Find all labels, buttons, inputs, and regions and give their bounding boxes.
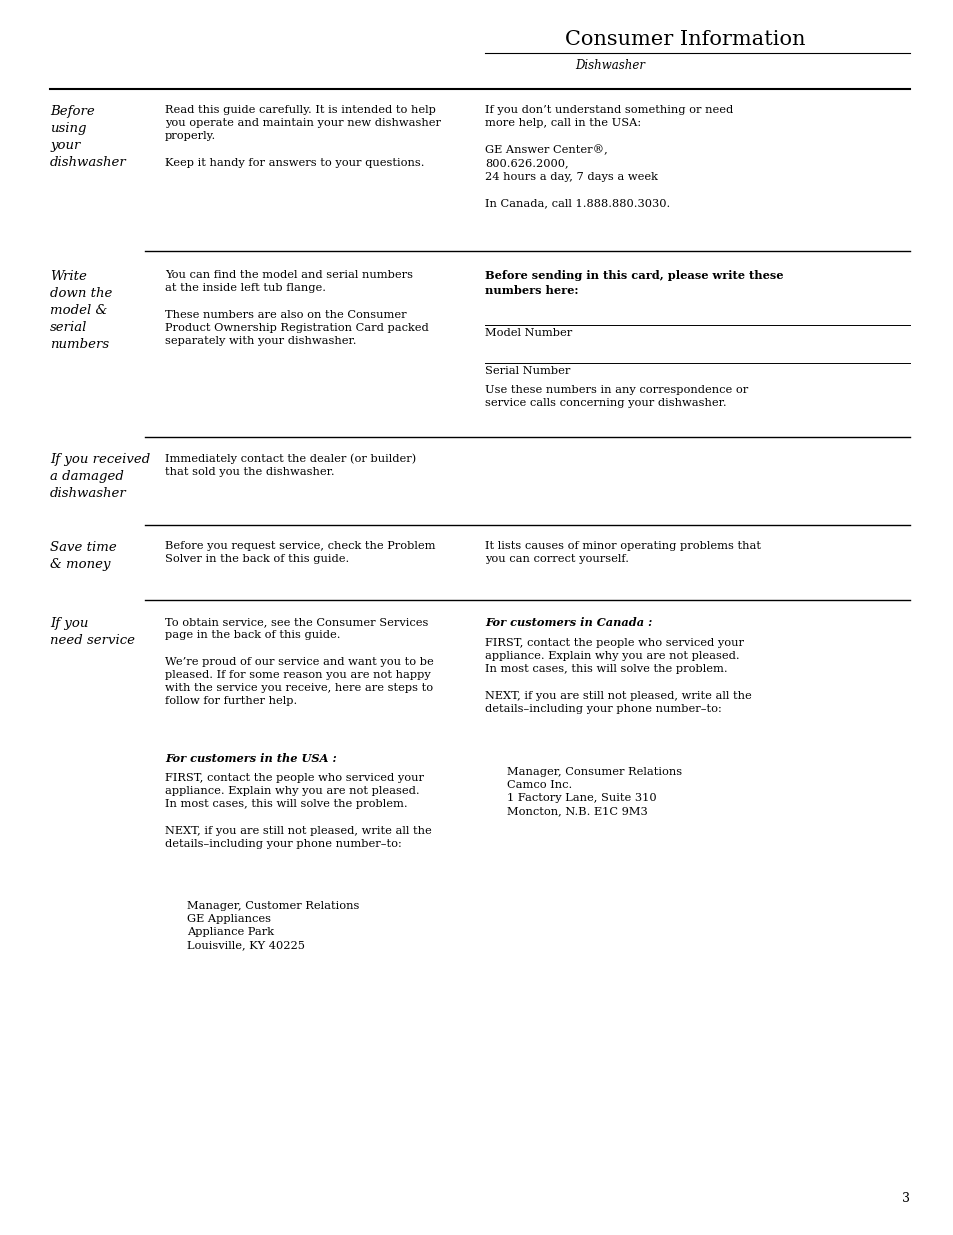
Text: If you don’t understand something or need
more help, call in the USA:

GE Answer: If you don’t understand something or nee…: [484, 105, 733, 209]
Text: If you received
a damaged
dishwasher: If you received a damaged dishwasher: [50, 453, 150, 500]
Text: Before you request service, check the Problem
Solver in the back of this guide.: Before you request service, check the Pr…: [165, 541, 435, 564]
Text: Model Number: Model Number: [484, 329, 572, 338]
Text: Manager, Customer Relations
GE Appliances
Appliance Park
Louisville, KY 40225: Manager, Customer Relations GE Appliance…: [187, 902, 359, 951]
Text: Manager, Consumer Relations
Camco Inc.
1 Factory Lane, Suite 310
Moncton, N.B. E: Manager, Consumer Relations Camco Inc. 1…: [506, 767, 681, 816]
Text: If you
need service: If you need service: [50, 618, 135, 647]
Text: Read this guide carefully. It is intended to help
you operate and maintain your : Read this guide carefully. It is intende…: [165, 105, 440, 168]
Text: Serial Number: Serial Number: [484, 366, 570, 375]
Text: Immediately contact the dealer (or builder)
that sold you the dishwasher.: Immediately contact the dealer (or build…: [165, 453, 416, 477]
Text: You can find the model and serial numbers
at the inside left tub flange.

These : You can find the model and serial number…: [165, 270, 428, 346]
Text: Write
down the
model &
serial
numbers: Write down the model & serial numbers: [50, 270, 112, 351]
Text: Save time
& money: Save time & money: [50, 541, 116, 571]
Text: It lists causes of minor operating problems that
you can correct yourself.: It lists causes of minor operating probl…: [484, 541, 760, 564]
Text: Dishwasher: Dishwasher: [575, 59, 644, 72]
Text: Consumer Information: Consumer Information: [564, 30, 804, 49]
Text: FIRST, contact the people who serviced your
appliance. Explain why you are not p: FIRST, contact the people who serviced y…: [484, 638, 751, 714]
Text: Use these numbers in any correspondence or
service calls concerning your dishwas: Use these numbers in any correspondence …: [484, 385, 747, 409]
Text: 3: 3: [901, 1192, 909, 1205]
Text: For customers in Canada :: For customers in Canada :: [484, 618, 652, 629]
Text: Before
using
your
dishwasher: Before using your dishwasher: [50, 105, 127, 169]
Text: To obtain service, see the Consumer Services
page in the back of this guide.

We: To obtain service, see the Consumer Serv…: [165, 618, 434, 706]
Text: For customers in the USA :: For customers in the USA :: [165, 753, 336, 764]
Text: Before sending in this card, please write these
numbers here:: Before sending in this card, please writ…: [484, 270, 782, 295]
Text: FIRST, contact the people who serviced your
appliance. Explain why you are not p: FIRST, contact the people who serviced y…: [165, 773, 432, 848]
